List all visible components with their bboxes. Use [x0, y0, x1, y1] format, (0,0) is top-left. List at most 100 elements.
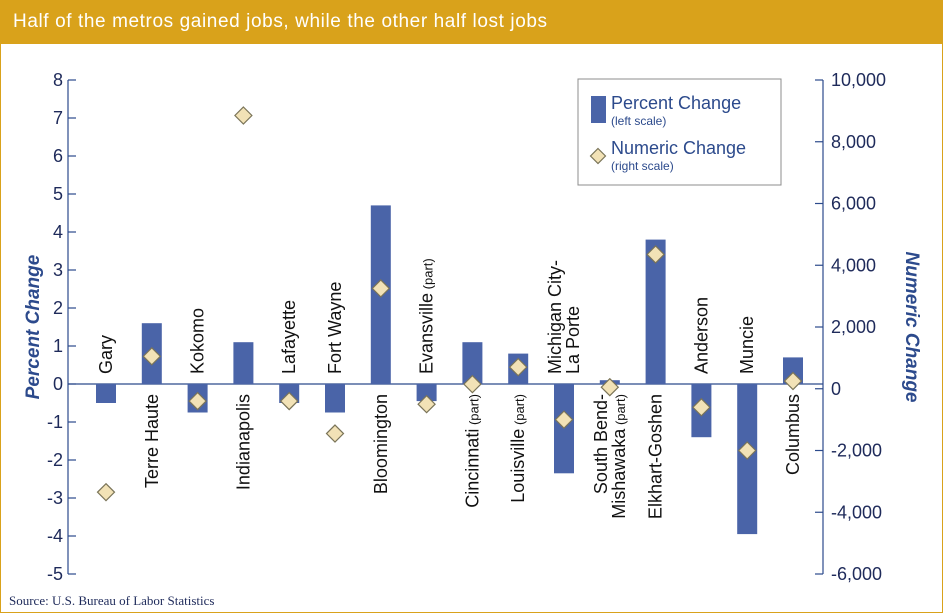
category-label: Evansville (part) [417, 258, 437, 374]
right-axis-tick-label: 0 [831, 379, 841, 399]
right-axis-tick-label: 4,000 [831, 255, 876, 275]
left-axis-tick-label: 0 [53, 374, 63, 394]
right-axis-tick-label: 2,000 [831, 317, 876, 337]
category-label-line: Muncie [737, 316, 757, 374]
numeric-marker [783, 371, 803, 391]
category-label-line: Evansville (part) [417, 258, 437, 374]
numeric-marker [463, 374, 482, 394]
bar [462, 342, 483, 384]
category-label-line: South Bend- [591, 394, 611, 494]
numeric-marker [600, 377, 620, 397]
numeric-marker [279, 391, 299, 411]
category-label-suffix: (part) [613, 394, 628, 429]
category-label-line: Michigan City- [545, 260, 565, 374]
right-axis-title: Numeric Change [901, 252, 922, 403]
right-axis-tick-label: -2,000 [831, 441, 882, 461]
category-label-text: Anderson [691, 297, 711, 374]
left-axis-tick-label: -1 [47, 412, 63, 432]
category-label: Lafayette [279, 300, 299, 374]
category-label-line: Cincinnati (part) [462, 394, 482, 508]
left-axis-tick-label: 3 [53, 260, 63, 280]
category-label-suffix: (part) [466, 394, 481, 429]
left-axis-tick-label: 8 [53, 70, 63, 90]
numeric-marker [417, 394, 436, 414]
category-label: Fort Wayne [325, 282, 345, 374]
numeric-marker [325, 424, 345, 443]
bar [233, 342, 254, 384]
category-label-line: Terre Haute [142, 394, 162, 488]
category-label: Terre Haute [142, 394, 162, 488]
category-label: South Bend-Mishawaka (part) [591, 394, 629, 519]
right-axis-tick-label: 6,000 [831, 194, 876, 214]
numeric-marker [646, 245, 665, 264]
category-label-line: Louisville (part) [508, 394, 528, 503]
numeric-marker [371, 279, 391, 298]
legend-bar-swatch [591, 96, 606, 123]
category-label: Columbus [783, 394, 803, 475]
category-label: Gary [96, 335, 116, 374]
numeric-marker [554, 410, 574, 429]
category-label-text: Michigan City-La Porte [545, 260, 583, 374]
category-label-text: Gary [96, 335, 116, 374]
numeric-marker [508, 357, 528, 377]
category-label-text: South Bend-Mishawaka (part) [591, 394, 629, 519]
category-label: Elkhart-Goshen [646, 394, 666, 519]
left-axis-tick-label: 2 [53, 298, 63, 318]
category-label-text: Indianapolis [233, 394, 253, 490]
category-label-text: Columbus [783, 394, 803, 475]
numeric-marker [692, 397, 711, 417]
category-label-text: Fort Wayne [325, 282, 345, 374]
numeric-marker [188, 391, 207, 411]
right-axis-tick-label: -6,000 [831, 564, 882, 584]
right-axis-tick-label: 10,000 [831, 70, 886, 90]
category-label-suffix: (part) [421, 258, 436, 293]
bar [96, 384, 116, 403]
category-label-text: Lafayette [279, 300, 299, 374]
category-label-suffix: (part) [512, 394, 527, 429]
category-label-line: Anderson [691, 297, 711, 374]
left-axis-tick-label: -5 [47, 564, 63, 584]
category-label-text: Bloomington [371, 394, 391, 494]
right-axis-tick-label: -4,000 [831, 502, 882, 522]
legend-numeric-sub: (right scale) [611, 159, 674, 173]
category-label-text: Louisville (part) [508, 394, 528, 503]
category-label: Anderson [691, 297, 711, 374]
left-axis-tick-label: 1 [53, 336, 63, 356]
left-axis-title: Percent Change [23, 254, 44, 399]
category-label-text: Terre Haute [142, 394, 162, 488]
legend-numeric-label: Numeric Change [611, 138, 746, 158]
category-label: Cincinnati (part) [462, 394, 482, 508]
category-label-line: La Porte [563, 306, 583, 374]
bar [325, 384, 345, 413]
left-axis-tick-label: -3 [47, 488, 63, 508]
category-label: Indianapolis [233, 394, 253, 490]
category-label: Michigan City-La Porte [545, 260, 583, 374]
chart-title: Half of the metros gained jobs, while th… [1, 0, 943, 44]
category-label: Muncie [737, 316, 757, 374]
category-label-line: Kokomo [188, 308, 208, 374]
category-label-text: Evansville (part) [417, 258, 437, 374]
left-axis-tick-label: -2 [47, 450, 63, 470]
category-label: Louisville (part) [508, 394, 528, 503]
category-label-line: Lafayette [279, 300, 299, 374]
right-axis-tick-label: 8,000 [831, 132, 876, 152]
numeric-marker [234, 106, 253, 125]
left-axis-tick-label: -4 [47, 526, 63, 546]
category-label-text: Cincinnati (part) [462, 394, 482, 508]
category-label-line: Gary [96, 335, 116, 374]
legend-percent-label: Percent Change [611, 93, 741, 113]
legend-percent-sub: (left scale) [611, 114, 666, 128]
category-label-line: Columbus [783, 394, 803, 475]
category-label-line: Fort Wayne [325, 282, 345, 374]
category-label-line: Elkhart-Goshen [646, 394, 666, 519]
category-label-line: Mishawaka (part) [609, 394, 629, 519]
left-axis-tick-label: 5 [53, 184, 63, 204]
category-label-text: Elkhart-Goshen [646, 394, 666, 519]
bar [645, 239, 666, 384]
legend-box [577, 78, 782, 186]
category-label-line: Indianapolis [233, 394, 253, 490]
left-axis-tick-label: 6 [53, 146, 63, 166]
category-label: Bloomington [371, 394, 391, 494]
